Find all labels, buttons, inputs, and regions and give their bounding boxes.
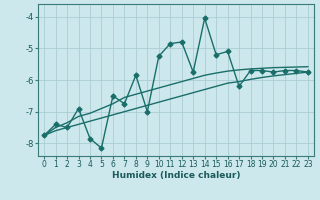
X-axis label: Humidex (Indice chaleur): Humidex (Indice chaleur) bbox=[112, 171, 240, 180]
